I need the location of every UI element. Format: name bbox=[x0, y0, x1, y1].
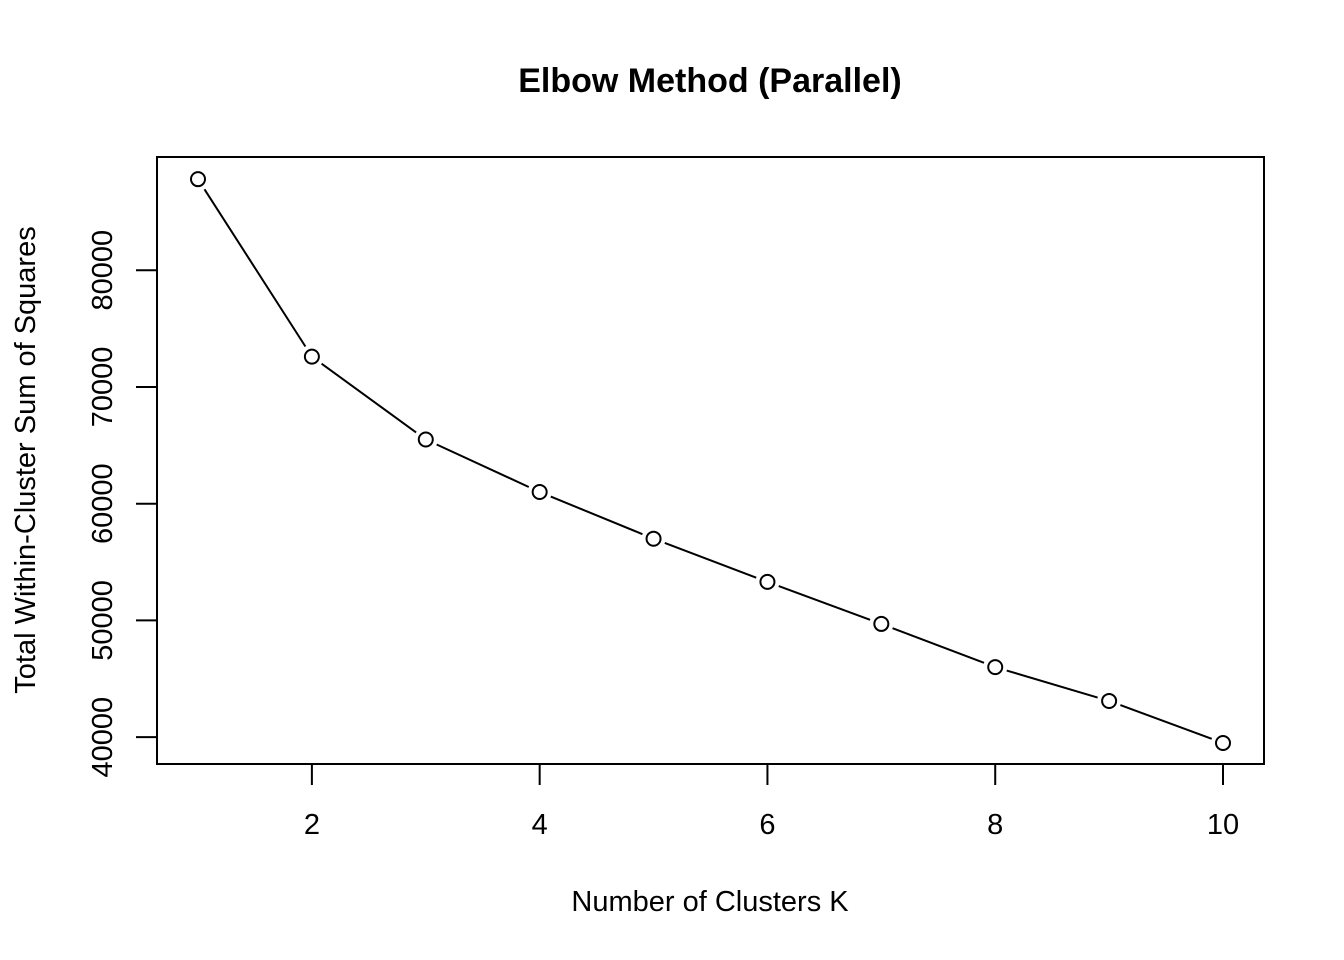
data-point bbox=[987, 659, 1004, 676]
y-tick-label: 50000 bbox=[87, 580, 119, 661]
series-segment bbox=[664, 542, 757, 579]
series-line bbox=[203, 188, 1213, 740]
data-point bbox=[190, 171, 206, 188]
series-segment bbox=[203, 188, 307, 348]
data-point bbox=[303, 348, 320, 365]
data-point bbox=[759, 573, 776, 590]
y-axis: 40000 50000 60000 70000 80000 bbox=[87, 230, 158, 778]
data-point bbox=[1215, 734, 1231, 751]
series-segment bbox=[321, 362, 417, 434]
series-segment bbox=[892, 627, 985, 664]
data-points bbox=[190, 171, 1231, 751]
data-point bbox=[873, 615, 890, 632]
series-segment bbox=[436, 443, 530, 488]
x-tick-label: 10 bbox=[1207, 809, 1239, 841]
x-tick-label: 4 bbox=[532, 809, 548, 841]
x-axis-label: Number of Clusters K bbox=[571, 886, 849, 918]
y-tick-label: 70000 bbox=[87, 347, 119, 428]
data-point bbox=[531, 484, 548, 501]
x-tick-label: 2 bbox=[304, 809, 320, 841]
y-tick-label: 40000 bbox=[87, 697, 119, 778]
data-point bbox=[1101, 692, 1118, 709]
x-axis: 2 4 6 8 10 bbox=[304, 763, 1239, 841]
x-tick-label: 8 bbox=[987, 809, 1003, 841]
data-point bbox=[417, 431, 434, 448]
data-point bbox=[645, 530, 662, 547]
series-segment bbox=[778, 585, 871, 621]
series-segment bbox=[1120, 704, 1213, 740]
x-tick-label: 6 bbox=[759, 809, 775, 841]
y-axis-label: Total Within-Cluster Sum of Squares bbox=[10, 226, 42, 693]
y-tick-label: 80000 bbox=[87, 230, 119, 311]
series-segment bbox=[1006, 669, 1098, 699]
chart-title: Elbow Method (Parallel) bbox=[518, 62, 901, 100]
y-tick-label: 60000 bbox=[87, 463, 119, 544]
series-segment bbox=[550, 495, 643, 536]
